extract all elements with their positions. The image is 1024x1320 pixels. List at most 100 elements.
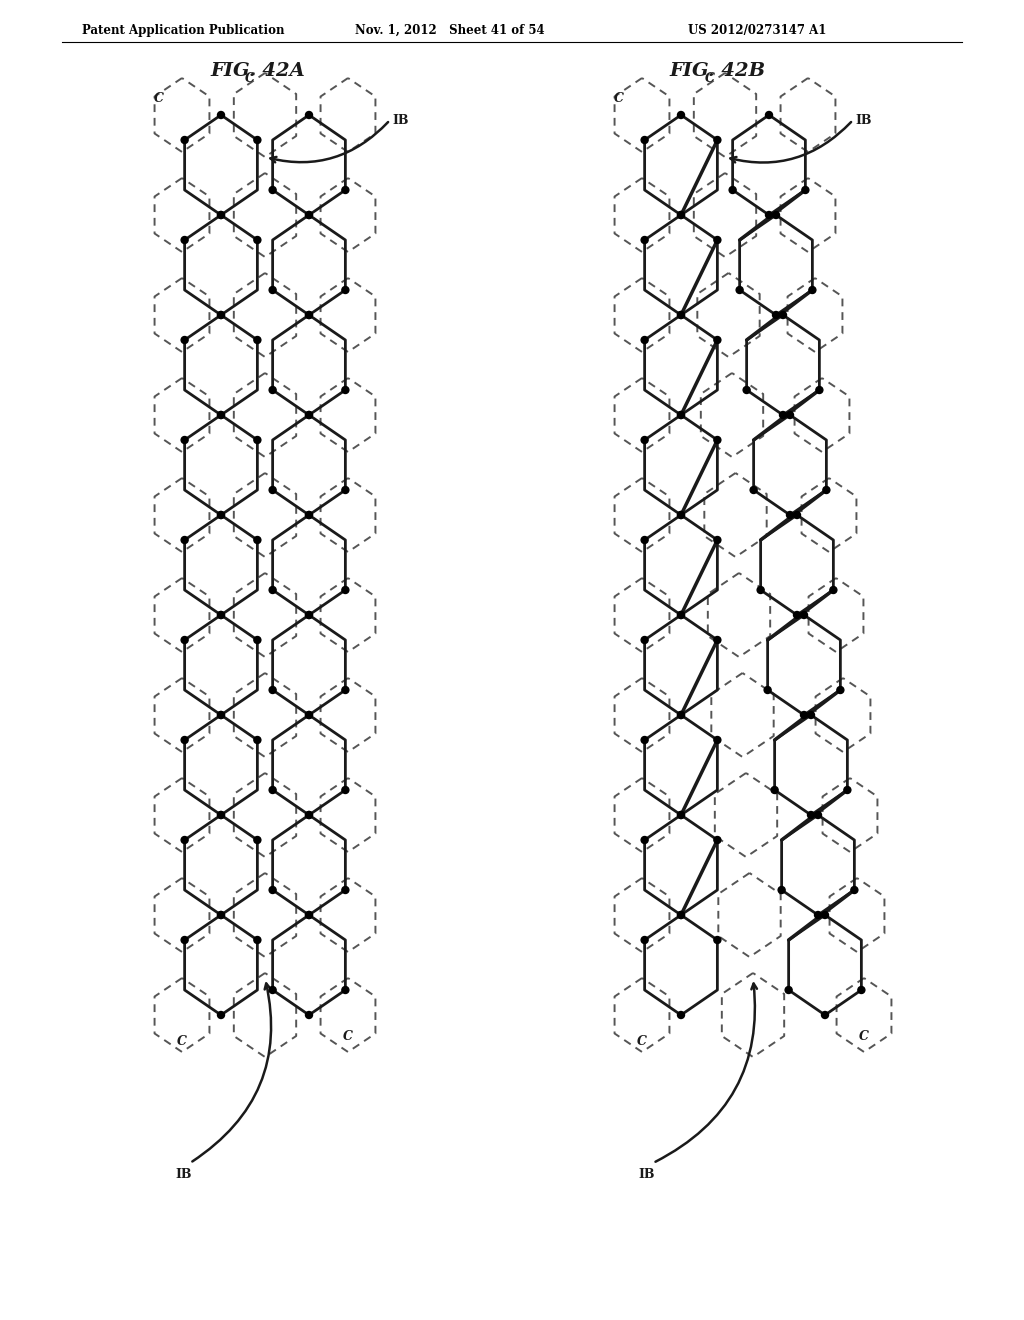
Text: C: C	[343, 1030, 353, 1043]
Circle shape	[254, 437, 261, 444]
Circle shape	[678, 1011, 684, 1019]
Circle shape	[678, 312, 684, 318]
Text: IB: IB	[392, 114, 409, 127]
Circle shape	[809, 286, 816, 293]
Circle shape	[254, 837, 261, 843]
Circle shape	[181, 737, 188, 743]
Circle shape	[641, 136, 648, 144]
Circle shape	[729, 186, 736, 194]
Circle shape	[181, 936, 188, 944]
Circle shape	[217, 812, 224, 818]
Circle shape	[217, 312, 224, 318]
Circle shape	[678, 412, 684, 418]
Text: C: C	[859, 1030, 869, 1043]
Circle shape	[641, 837, 648, 843]
Circle shape	[757, 586, 764, 594]
Circle shape	[779, 412, 786, 418]
Circle shape	[678, 812, 684, 818]
Circle shape	[181, 837, 188, 843]
Circle shape	[816, 387, 823, 393]
Circle shape	[181, 236, 188, 243]
Circle shape	[217, 412, 224, 418]
Circle shape	[254, 337, 261, 343]
Text: C: C	[637, 1035, 647, 1048]
Circle shape	[678, 611, 684, 619]
Text: C: C	[705, 73, 715, 84]
Circle shape	[181, 337, 188, 343]
Circle shape	[305, 812, 312, 818]
Circle shape	[736, 286, 743, 293]
Circle shape	[342, 686, 349, 693]
Circle shape	[305, 412, 312, 418]
Circle shape	[269, 586, 276, 594]
Circle shape	[181, 136, 188, 144]
Circle shape	[714, 936, 721, 944]
Circle shape	[851, 887, 858, 894]
Circle shape	[829, 586, 837, 594]
Circle shape	[766, 211, 772, 219]
Circle shape	[217, 611, 224, 619]
Circle shape	[254, 636, 261, 644]
Text: Nov. 1, 2012   Sheet 41 of 54: Nov. 1, 2012 Sheet 41 of 54	[355, 24, 545, 37]
Circle shape	[305, 111, 312, 119]
Circle shape	[837, 686, 844, 693]
Text: C: C	[154, 92, 164, 106]
Circle shape	[217, 1011, 224, 1019]
Circle shape	[743, 387, 751, 393]
Circle shape	[342, 887, 349, 894]
Circle shape	[342, 586, 349, 594]
Circle shape	[217, 211, 224, 219]
Circle shape	[771, 787, 778, 793]
Circle shape	[641, 936, 648, 944]
Circle shape	[858, 986, 865, 994]
Circle shape	[269, 686, 276, 693]
Circle shape	[217, 511, 224, 519]
Circle shape	[751, 487, 757, 494]
Circle shape	[342, 986, 349, 994]
Circle shape	[342, 487, 349, 494]
Text: US 2012/0273147 A1: US 2012/0273147 A1	[688, 24, 826, 37]
Circle shape	[269, 186, 276, 194]
Circle shape	[181, 437, 188, 444]
Circle shape	[217, 111, 224, 119]
Circle shape	[714, 737, 721, 743]
Circle shape	[254, 536, 261, 544]
Circle shape	[305, 312, 312, 318]
Circle shape	[254, 136, 261, 144]
Circle shape	[678, 211, 684, 219]
Circle shape	[678, 312, 684, 318]
Circle shape	[217, 611, 224, 619]
Circle shape	[808, 711, 814, 718]
Circle shape	[181, 536, 188, 544]
Circle shape	[844, 787, 851, 793]
Circle shape	[305, 312, 312, 318]
Circle shape	[808, 812, 814, 818]
Circle shape	[678, 711, 684, 718]
Circle shape	[823, 487, 829, 494]
Circle shape	[772, 312, 779, 318]
Circle shape	[678, 412, 684, 418]
Circle shape	[217, 312, 224, 318]
Circle shape	[821, 912, 828, 919]
Text: C: C	[177, 1035, 187, 1048]
Circle shape	[342, 787, 349, 793]
Circle shape	[269, 487, 276, 494]
Circle shape	[305, 211, 312, 219]
Circle shape	[714, 437, 721, 444]
Circle shape	[779, 312, 786, 318]
Circle shape	[269, 387, 276, 393]
Circle shape	[714, 636, 721, 644]
Circle shape	[305, 412, 312, 418]
Circle shape	[714, 536, 721, 544]
Circle shape	[714, 236, 721, 243]
Circle shape	[772, 211, 779, 219]
Circle shape	[254, 936, 261, 944]
Text: IB: IB	[638, 1168, 654, 1181]
Circle shape	[217, 711, 224, 718]
Circle shape	[305, 511, 312, 519]
Text: IB: IB	[175, 1168, 191, 1181]
Circle shape	[254, 737, 261, 743]
Circle shape	[305, 912, 312, 919]
Circle shape	[678, 611, 684, 619]
Circle shape	[641, 737, 648, 743]
